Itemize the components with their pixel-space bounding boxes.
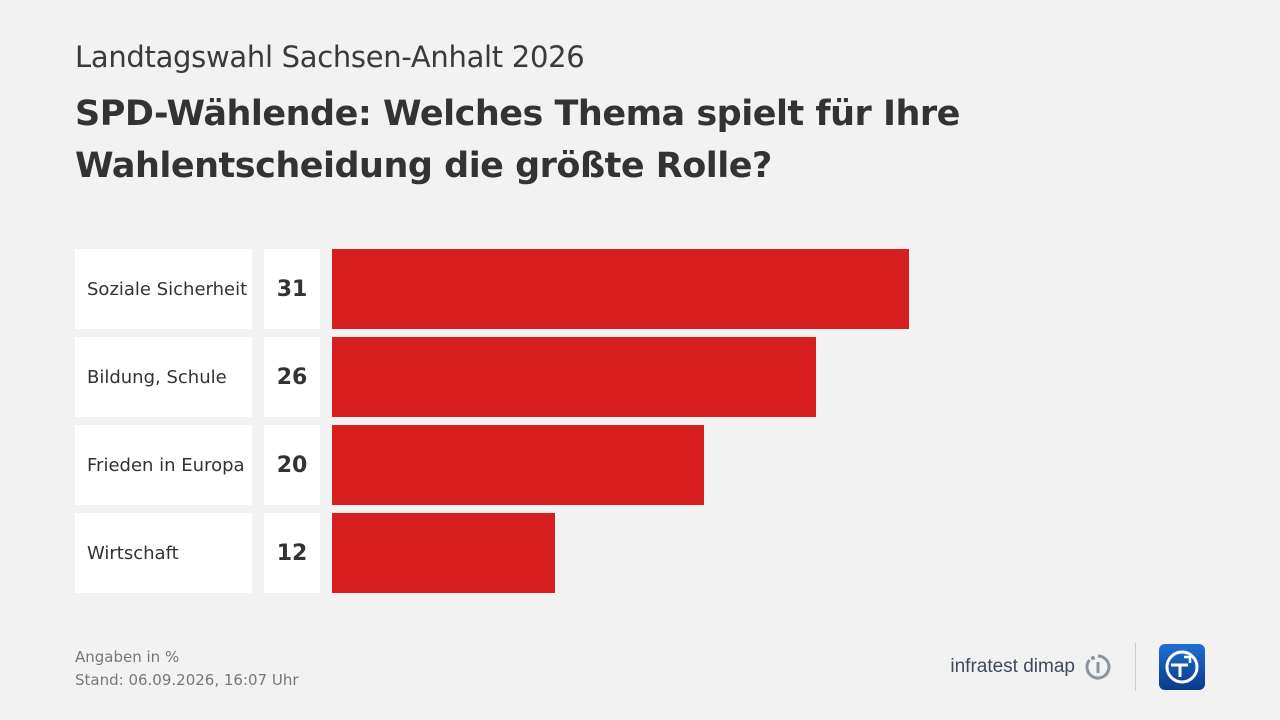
category-label: Frieden in Europa — [87, 454, 245, 476]
value-label: 26 — [264, 337, 320, 417]
bar — [332, 513, 556, 593]
category-label-cell: Frieden in Europa — [75, 425, 252, 505]
bar-row: Bildung, Schule 26 — [75, 337, 1215, 417]
category-label: Wirtschaft — [87, 542, 179, 564]
logo-divider — [1135, 643, 1136, 691]
category-label: Bildung, Schule — [87, 366, 227, 388]
value-label: 31 — [264, 249, 320, 329]
category-label-cell: Soziale Sicherheit — [75, 249, 252, 329]
date-note: Stand: 06.09.2026, 16:07 Uhr — [75, 671, 299, 689]
chart-supertitle: Landtagswahl Sachsen-Anhalt 2026 — [75, 40, 585, 74]
category-label-cell: Wirtschaft — [75, 513, 252, 593]
bar-chart: Soziale Sicherheit 31 Bildung, Schule 26 Fri… — [75, 249, 1215, 593]
bar — [332, 425, 705, 505]
bar — [332, 249, 909, 329]
tagesschau-logo-icon — [1159, 644, 1205, 690]
logo-area: infratest dimap — [950, 642, 1206, 692]
pollster-name: infratest dimap — [950, 656, 1075, 677]
category-label: Soziale Sicherheit — [87, 278, 248, 300]
bar-row: Frieden in Europa 20 — [75, 425, 1215, 505]
chart-footer: Angaben in % Stand: 06.09.2026, 16:07 Uh… — [75, 646, 299, 692]
unit-note: Angaben in % — [75, 648, 180, 666]
bar-row: Wirtschaft 12 — [75, 513, 1215, 593]
bar — [332, 337, 816, 417]
value-label: 12 — [264, 513, 320, 593]
category-label-cell: Bildung, Schule — [75, 337, 252, 417]
bar-row: Soziale Sicherheit 31 — [75, 249, 1215, 329]
value-label: 20 — [264, 425, 320, 505]
infratest-dimap-logo-icon — [1085, 654, 1111, 680]
chart-title: SPD-Wählende: Welches Thema spielt für I… — [75, 94, 960, 186]
